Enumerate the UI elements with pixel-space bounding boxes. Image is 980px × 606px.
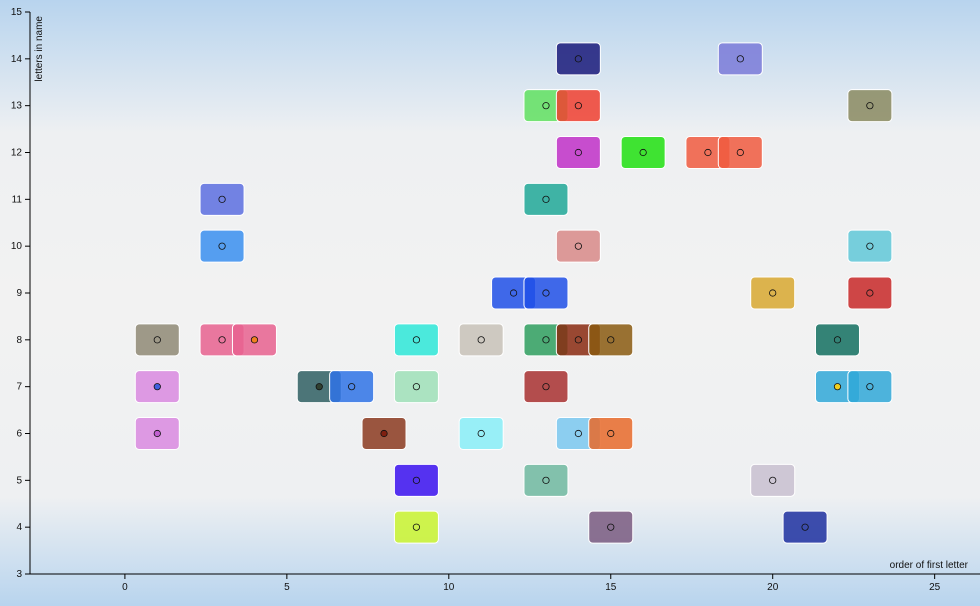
point	[315, 383, 323, 391]
state-shape	[523, 370, 569, 404]
y-tick-label: 4	[16, 522, 22, 533]
point	[866, 289, 874, 297]
state-shape	[134, 323, 180, 357]
state-shape	[555, 89, 601, 123]
x-tick-label: 0	[122, 582, 128, 593]
point	[574, 148, 582, 157]
y-tick-label: 9	[16, 288, 22, 299]
y-tick-label: 8	[16, 335, 22, 346]
point	[574, 102, 582, 110]
y-tick-label: 3	[16, 569, 22, 580]
point	[736, 148, 744, 157]
point	[574, 242, 582, 250]
point	[348, 383, 356, 391]
point	[412, 383, 421, 391]
state-shape	[847, 276, 893, 310]
point	[542, 102, 550, 110]
y-tick-label: 6	[16, 429, 22, 440]
y-tick-label: 12	[11, 148, 23, 159]
state-shape	[458, 417, 504, 450]
state-shape	[717, 42, 763, 76]
point	[833, 336, 842, 344]
state-shape	[329, 370, 375, 404]
point	[509, 289, 518, 297]
state-shape	[847, 370, 893, 404]
point	[477, 336, 485, 344]
point	[769, 289, 777, 297]
point	[769, 476, 777, 484]
state-shape	[393, 510, 439, 544]
x-tick-label: 25	[929, 582, 941, 593]
point	[607, 429, 615, 438]
state-shape	[393, 370, 439, 404]
point	[542, 383, 550, 391]
point	[542, 289, 550, 297]
point	[218, 195, 226, 203]
state-shape	[620, 136, 666, 169]
y-tick-label: 13	[11, 101, 23, 112]
y-tick-label: 7	[16, 382, 22, 393]
point	[801, 523, 809, 531]
y-tick-label: 14	[11, 54, 23, 65]
point	[218, 242, 226, 250]
state-shape	[847, 229, 893, 263]
state-shape	[555, 42, 601, 76]
y-tick-label: 5	[16, 475, 22, 486]
point	[218, 336, 226, 344]
point	[153, 383, 161, 391]
point	[153, 429, 161, 438]
x-tick-label: 5	[284, 582, 290, 593]
point	[477, 429, 485, 438]
point	[542, 336, 550, 344]
state-shape	[814, 323, 860, 357]
x-tick-label: 10	[443, 582, 455, 593]
point	[866, 383, 874, 391]
x-axis-label: order of first letter	[890, 560, 969, 571]
state-shape	[199, 182, 245, 216]
state-shape	[750, 276, 796, 310]
state-shape	[393, 323, 439, 357]
point	[574, 55, 582, 63]
x-tick-label: 15	[605, 582, 617, 593]
y-axis-label: letters in name	[34, 16, 45, 82]
point	[380, 429, 388, 438]
point	[866, 242, 874, 250]
y-tick-label: 15	[11, 7, 23, 18]
state-shape	[782, 510, 828, 544]
point	[866, 102, 874, 110]
point	[412, 523, 421, 531]
point	[607, 336, 615, 344]
point	[574, 336, 582, 344]
state-shape	[523, 276, 569, 310]
point	[542, 195, 550, 203]
point	[574, 429, 582, 438]
x-tick-label: 20	[767, 582, 779, 593]
state-shape	[393, 463, 439, 497]
state-shape	[555, 136, 601, 169]
point	[704, 148, 712, 157]
state-shape	[199, 229, 245, 263]
state-shape	[588, 323, 634, 357]
state-shape	[750, 463, 796, 497]
point	[542, 476, 550, 484]
point	[250, 336, 259, 344]
y-tick-label: 11	[12, 194, 23, 205]
state-shape	[717, 136, 763, 169]
point	[736, 55, 744, 63]
y-tick-label: 10	[11, 241, 23, 252]
point	[607, 523, 615, 531]
point	[639, 148, 647, 157]
state-shape	[588, 510, 634, 544]
state-shape	[588, 417, 634, 450]
point	[412, 476, 421, 484]
state-shape	[523, 182, 569, 216]
state-shape	[847, 89, 893, 123]
point	[412, 336, 421, 344]
state-shape	[523, 463, 569, 497]
point	[153, 336, 161, 344]
state-shape	[555, 229, 601, 263]
point	[833, 383, 842, 391]
state-shape	[458, 323, 504, 357]
